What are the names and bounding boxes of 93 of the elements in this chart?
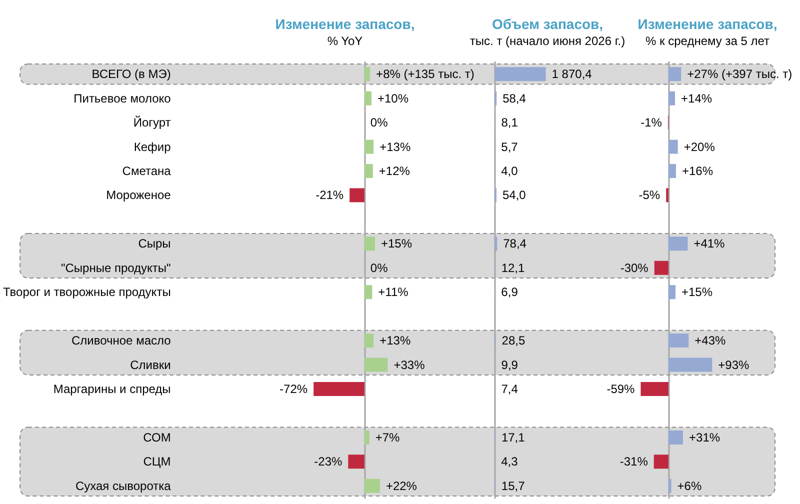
data-label: -5% — [638, 188, 660, 202]
data-label: +6% — [677, 478, 702, 493]
data-label: +7% — [375, 430, 400, 444]
data-label: -72% — [280, 382, 308, 396]
data-label: 54,0 — [502, 188, 526, 202]
data-label: +93% — [718, 358, 750, 372]
data-label: 7,4 — [501, 382, 518, 396]
bar — [668, 140, 678, 154]
data-label: -31% — [620, 454, 648, 469]
data-label: -21% — [316, 188, 344, 202]
bar — [364, 358, 388, 372]
data-label: 17,1 — [501, 430, 526, 444]
data-label: +14% — [681, 91, 712, 106]
data-label: 28,5 — [502, 334, 526, 348]
data-label: 8,1 — [501, 116, 518, 130]
data-label: +27% (+397 тыс. т) — [687, 67, 792, 82]
data-label: 15,7 — [501, 478, 526, 493]
data-label: 1 870,4 — [552, 67, 592, 82]
bar — [668, 334, 689, 348]
bar — [668, 358, 712, 372]
data-label: +10% — [377, 91, 409, 106]
y-tick-label: Сливки — [130, 358, 171, 372]
bar — [495, 67, 546, 82]
data-label: 5,7 — [501, 140, 518, 154]
data-label: +20% — [684, 140, 716, 154]
data-label: 0% — [370, 260, 388, 275]
bar — [668, 236, 688, 251]
bar — [364, 478, 380, 493]
data-label: -23% — [314, 454, 342, 469]
y-tick-label: Мороженое — [106, 188, 172, 202]
data-label: +41% — [694, 236, 726, 251]
bar — [364, 285, 372, 300]
data-label: +13% — [380, 334, 411, 348]
data-label: 4,3 — [501, 454, 518, 469]
bar — [364, 334, 374, 348]
y-tick-label: Кефир — [134, 140, 172, 154]
y-tick-label: Маргарины и спреды — [53, 382, 171, 396]
chart-title: Объем запасов, — [492, 16, 604, 32]
chart-subtitle: % к среднему за 5 лет — [646, 34, 770, 48]
y-tick-label: Йогурт — [133, 116, 172, 130]
bar — [364, 430, 370, 444]
data-label: 58,4 — [502, 91, 526, 106]
bar — [350, 188, 364, 202]
chart-title: Изменение запасов, — [275, 16, 415, 32]
chart-title: Изменение запасов, — [638, 16, 778, 32]
data-label: 4,0 — [501, 164, 518, 178]
data-label: 12,1 — [501, 260, 526, 275]
y-tick-label: Питьевое молоко — [74, 91, 172, 106]
bar — [668, 164, 676, 178]
y-tick-label: Сметана — [122, 164, 172, 178]
data-label: 9,9 — [501, 358, 518, 372]
y-tick-label: Творог и творожные продукты — [3, 285, 171, 300]
bar — [654, 260, 668, 275]
bar — [364, 91, 372, 106]
bar — [364, 140, 374, 154]
y-tick-label: Сухая сыворотка — [75, 478, 172, 493]
data-label: -59% — [606, 382, 636, 396]
data-label: 6,9 — [501, 285, 518, 300]
bar — [668, 91, 676, 106]
data-label: 78,4 — [503, 236, 527, 251]
data-label: +13% — [380, 140, 411, 154]
data-label: +33% — [394, 358, 426, 372]
data-label: -30% — [620, 260, 649, 275]
chart-subtitle: % YoY — [327, 34, 363, 48]
chart-subtitle: тыс. т (начало июня 2026 г.) — [470, 34, 626, 48]
data-label: +11% — [378, 285, 409, 300]
bar — [348, 454, 364, 469]
y-tick-label: ВСЕГО (в МЭ) — [92, 67, 171, 82]
bar — [654, 454, 668, 469]
bar — [668, 478, 672, 493]
data-label: -1% — [640, 116, 662, 130]
bar — [668, 285, 676, 300]
data-label: +12% — [378, 164, 410, 178]
data-label: +15% — [381, 236, 412, 251]
bar — [668, 67, 682, 82]
y-tick-label: "Сырные продукты" — [60, 260, 171, 275]
bar — [364, 67, 370, 82]
data-label: +16% — [682, 164, 714, 178]
data-label: +22% — [386, 478, 418, 493]
data-label: 0% — [370, 116, 388, 130]
data-label: +15% — [681, 285, 713, 300]
data-label: +31% — [689, 430, 720, 444]
bar — [364, 164, 373, 178]
bar — [640, 382, 668, 396]
y-tick-label: СЦМ — [143, 454, 171, 469]
data-label: +43% — [694, 334, 726, 348]
y-tick-label: Сливочное масло — [71, 334, 172, 348]
bar — [364, 236, 375, 251]
y-tick-label: СОМ — [143, 430, 171, 444]
bar — [314, 382, 364, 396]
data-label: +8% (+135 тыс. т) — [376, 67, 474, 82]
y-tick-label: Сыры — [138, 236, 171, 251]
bar — [668, 430, 684, 444]
